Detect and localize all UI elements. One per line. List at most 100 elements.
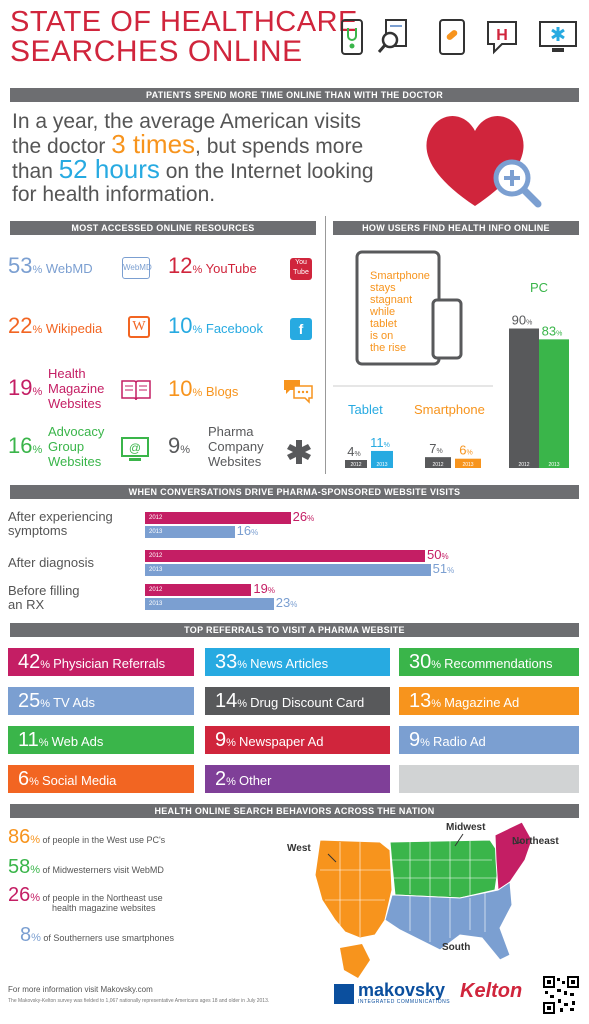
referral-item: 25% TV Ads (8, 687, 194, 715)
resource-webmd: 53% WebMD (8, 253, 93, 278)
howfind-bar-tablet-2012 (345, 460, 367, 468)
map-label-midwest: Midwest (446, 822, 486, 833)
howfind-year-label: 2012 (350, 462, 361, 468)
webmd-icon: WebMD (122, 257, 152, 279)
speech-bubbles-icon (284, 380, 313, 404)
conv-label-symptoms: After experiencing symptoms (8, 509, 113, 538)
section-title-patients: PATIENTS SPEND MORE TIME ONLINE THAN WIT… (10, 88, 579, 102)
kelton-logo: Kelton (460, 980, 523, 1002)
howfind-bar-tablet-2013 (371, 450, 393, 468)
footer-more-info: For more information visit Makovsky.com (8, 985, 153, 994)
computer-email-icon: @ (121, 437, 149, 461)
conv-label-diagnosis: After diagnosis (8, 555, 94, 570)
svg-text:@: @ (129, 441, 141, 455)
howfind-bar-smartphone-2012 (425, 457, 451, 468)
howfind-chart: 2012 4% 2013 11% 2012 7% 2013 6% 2012 90% 2013 83% (333, 313, 569, 468)
howfind-value-label: 4% (347, 444, 360, 459)
conv-bar: 2012 (145, 550, 425, 562)
howfind-year-label: 2013 (462, 462, 473, 468)
conv-value-label: 19% (253, 581, 275, 596)
behavior-west: 86% of people in the West use PC's (8, 826, 166, 848)
referral-item: 6% Social Media (8, 765, 194, 793)
referral-item: 42% Physician Referrals (8, 648, 194, 676)
facebook-icon: f (290, 318, 312, 340)
howfind-value-label: 90% (512, 313, 533, 328)
document-magnifier-icon (377, 19, 407, 53)
map-label-northeast: Northeast (512, 836, 559, 847)
youtube-icon: You Tube (290, 258, 312, 280)
conv-bar: 2013 (145, 598, 274, 610)
makovsky-sub: INTEGRATED COMMUNICATIONS (358, 999, 451, 1005)
howfind-value-label: 11% (370, 435, 390, 450)
howfind-year-label: 2013 (376, 462, 387, 468)
phone-stethoscope-icon (341, 19, 363, 55)
smartphone-label: Smartphone (414, 402, 485, 417)
qr-code-icon[interactable] (542, 975, 580, 1015)
page-title: STATE OF HEALTHCARE SEARCHES ONLINE (10, 6, 358, 68)
howfind-note: Smartphone stays stagnant while tablet i… (370, 270, 430, 354)
behavior-midwest: 58% of Midwesterners visit WebMD (8, 856, 164, 878)
medical-star-icon (287, 440, 311, 464)
section-title-howfind: HOW USERS FIND HEALTH INFO ONLINE (333, 221, 579, 235)
howfind-year-label: 2012 (518, 462, 529, 468)
divider (325, 216, 326, 474)
tablet-pill-icon (439, 19, 465, 55)
resource-blogs: 10% Blogs (168, 376, 239, 401)
referral-item: 9% Newspaper Ad (205, 726, 390, 754)
conv-value-label: 16% (236, 523, 259, 538)
referral-item: 9% Radio Ad (399, 726, 579, 754)
conv-bar: 2012 (145, 512, 291, 524)
book-icon (121, 380, 151, 401)
conv-value-label: 51% (432, 561, 455, 576)
referral-item: 30% Recommendations (399, 648, 579, 676)
referral-item: 13% Magazine Ad (399, 687, 579, 715)
conv-value-label: 50% (427, 547, 449, 562)
howfind-value-label: 6% (459, 443, 472, 458)
resource-youtube: 12% YouTube (168, 253, 257, 278)
map-label-west: West (287, 843, 311, 854)
howfind-year-label: 2013 (548, 462, 559, 468)
makovsky-logo-icon (334, 984, 354, 1004)
map-alaska (340, 944, 370, 978)
howfind-value-label: 83% (542, 323, 563, 338)
svg-text:H: H (496, 27, 508, 44)
conv-value-label: 26% (292, 509, 315, 524)
howfind-bar-pc-2013 (539, 339, 569, 468)
resource-wikipedia: 22% Wikipedia (8, 313, 103, 338)
howfind-bar-pc-2012 (509, 328, 539, 468)
map-label-south: South (442, 942, 471, 953)
footer-survey: The Makovsky-Kelton survey was fielded t… (8, 998, 270, 1004)
referrals-grid: 42% Physician Referrals 33% News Articles… (8, 648, 579, 798)
section-title-resources: MOST ACCESSED ONLINE RESOURCES (10, 221, 316, 235)
section-title-conversations: WHEN CONVERSATIONS DRIVE PHARMA-SPONSORE… (10, 485, 579, 499)
map-south (384, 881, 513, 961)
behavior-south: 8% of Southerners use smartphones (20, 924, 174, 946)
howfind-bar-smartphone-2013 (455, 458, 481, 468)
tablet-label: Tablet (348, 402, 383, 417)
referral-item: 2% Other (205, 765, 390, 793)
howfind-year-label: 2012 (432, 462, 443, 468)
conv-value-label: 23% (275, 595, 298, 610)
pc-label: PC (530, 280, 549, 295)
intro-text: In a year, the average American visits t… (12, 110, 374, 206)
conv-bar: 2013 (145, 526, 235, 538)
section-title-referrals: TOP REFERRALS TO VISIT A PHARMA WEBSITE (10, 623, 579, 637)
referral-item (399, 765, 579, 793)
conv-label-rx: Before filling an RX (8, 583, 80, 612)
referral-item: 11% Web Ads (8, 726, 194, 754)
conv-bar: 2012 (145, 584, 252, 596)
tablet-phone-icon (355, 250, 463, 366)
wikipedia-icon: W (128, 316, 150, 338)
conv-bar: 2013 (145, 564, 431, 576)
hospital-sign-icon: H (487, 21, 517, 55)
map-west (314, 839, 393, 939)
section-title-behaviors: HEALTH ONLINE SEARCH BEHAVIORS ACROSS TH… (10, 804, 579, 818)
heart-magnifier-icon (426, 116, 542, 208)
map-northeast (494, 821, 533, 891)
map-midwest (389, 839, 501, 899)
makovsky-logo: makovsky (358, 980, 446, 1000)
howfind-value-label: 7% (429, 441, 442, 456)
referral-item: 14% Drug Discount Card (205, 687, 390, 715)
behavior-northeast: 26% of people in the Northeast use healt… (8, 884, 163, 913)
conversations-chart: 2012 26% 2013 16% 2012 50% 2013 51% 2012 19% 2013 2… (145, 509, 565, 620)
